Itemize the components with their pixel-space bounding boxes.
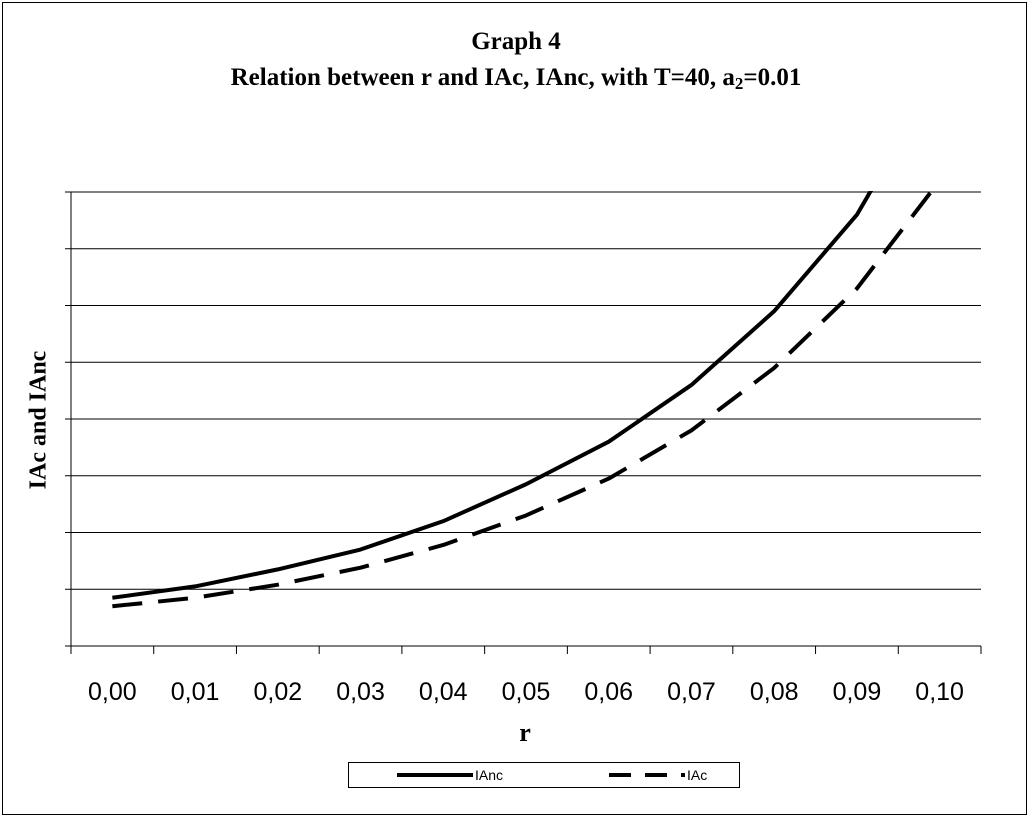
x-tick-label: 0,03 <box>336 678 385 706</box>
legend-swatch-dashed <box>609 773 685 777</box>
x-tick-label: 0,08 <box>750 678 799 706</box>
x-tick-label: 0,05 <box>502 678 551 706</box>
x-axis-label: r <box>519 718 531 747</box>
legend-label-iac: IAc <box>687 767 708 783</box>
legend: IAnc IAc <box>348 762 740 788</box>
legend-item-iac: IAc <box>609 763 707 787</box>
legend-swatch-solid <box>397 773 473 777</box>
chart-subtitle-main: Relation between r and IAc, IAnc, with T… <box>230 64 735 91</box>
x-tick-label: 0,07 <box>667 678 716 706</box>
chart-subtitle: Relation between r and IAc, IAnc, with T… <box>0 64 1032 94</box>
x-tick-label: 0,10 <box>915 678 964 706</box>
x-tick-label: 0,00 <box>88 678 137 706</box>
series-line-iac <box>112 191 935 609</box>
chart-subtitle-tail: =0.01 <box>743 64 802 91</box>
x-tick-label: 0,06 <box>584 678 633 706</box>
legend-item-ianc: IAnc <box>397 763 503 787</box>
legend-label-ianc: IAnc <box>475 767 504 783</box>
chart-subtitle-subscript: 2 <box>734 74 744 93</box>
x-tick-label: 0,02 <box>253 678 302 706</box>
x-tick-label: 0,09 <box>833 678 882 706</box>
chart-title: Graph 4 <box>471 28 561 55</box>
x-tick-label: 0,01 <box>171 678 220 706</box>
series-line-ianc <box>112 191 874 600</box>
x-tick-label: 0,04 <box>419 678 468 706</box>
